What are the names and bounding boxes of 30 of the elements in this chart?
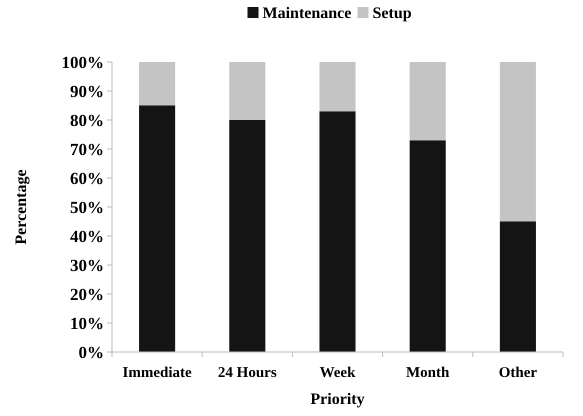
y-tick-label: 0% <box>78 342 104 362</box>
bar <box>139 62 176 106</box>
bar <box>229 62 266 120</box>
x-tick-label: Immediate <box>122 365 192 381</box>
bar <box>500 62 536 222</box>
bar <box>139 106 176 352</box>
x-tick-label: 24 Hours <box>218 365 277 381</box>
bar <box>319 62 356 112</box>
x-tick-label: Other <box>498 365 538 381</box>
x-tick-label: Week <box>320 365 356 381</box>
y-tick-label: 90% <box>70 82 104 101</box>
y-axis-title: Percentage <box>13 169 30 245</box>
y-tick-label: 20% <box>70 284 104 304</box>
bar <box>229 120 266 352</box>
bar <box>319 111 356 352</box>
y-tick-label: 50% <box>70 198 104 217</box>
y-tick-label: 60% <box>70 168 104 188</box>
bar <box>500 222 536 352</box>
y-tick-label: 40% <box>70 226 104 246</box>
y-tick-label: 80% <box>70 110 104 130</box>
x-axis-title: Priority <box>310 391 365 408</box>
y-tick-label: 30% <box>70 256 104 275</box>
y-tick-label: 70% <box>70 140 104 159</box>
bar <box>410 62 446 140</box>
legend-label: Setup <box>372 5 412 22</box>
y-tick-label: 10% <box>70 314 104 333</box>
x-tick-label: Month <box>406 365 450 381</box>
bar <box>410 140 446 352</box>
legend-label: Maintenance <box>262 5 352 22</box>
y-tick-label: 100% <box>62 52 104 72</box>
